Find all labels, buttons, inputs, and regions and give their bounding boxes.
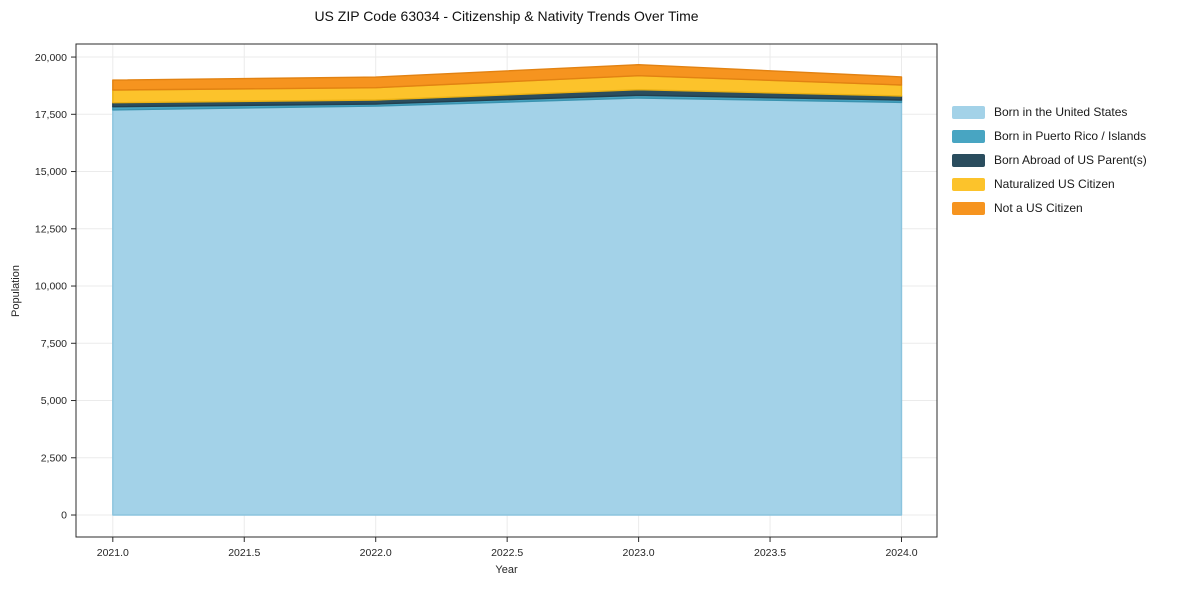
y-tick-label: 5,000: [41, 395, 67, 407]
legend-swatch: [952, 153, 985, 167]
x-tick-label: 2023.5: [754, 547, 786, 559]
legend-item: Born Abroad of US Parent(s): [952, 153, 1147, 167]
y-tick-label: 2,500: [41, 452, 67, 464]
legend-swatch: [952, 177, 985, 191]
legend: Born in the United States Born in Puerto …: [952, 105, 1147, 215]
legend-label: Born in the United States: [994, 105, 1128, 119]
y-tick-label: 20,000: [35, 52, 67, 64]
area-band: [112, 64, 903, 91]
legend-item: Not a US Citizen: [952, 201, 1147, 215]
legend-label: Naturalized US Citizen: [994, 177, 1115, 191]
x-tick-label: 2021.0: [97, 547, 129, 559]
chart-title: US ZIP Code 63034 - Citizenship & Nativi…: [314, 8, 699, 24]
y-tick-label: 12,500: [35, 223, 67, 235]
y-tick-label: 7,500: [41, 338, 67, 350]
y-tick-label: 17,500: [35, 109, 67, 121]
x-tick-label: 2021.5: [228, 547, 260, 559]
y-tick-label: 10,000: [35, 281, 67, 293]
x-axis-title: Year: [495, 564, 518, 576]
x-tick-label: 2023.0: [623, 547, 655, 559]
legend-swatch: [952, 129, 985, 143]
x-tick-label: 2024.0: [885, 547, 917, 559]
x-tick-label: 2022.0: [360, 547, 392, 559]
legend-item: Naturalized US Citizen: [952, 177, 1147, 191]
legend-label: Not a US Citizen: [994, 201, 1083, 215]
legend-item: Born in Puerto Rico / Islands: [952, 129, 1147, 143]
y-tick-label: 0: [61, 510, 67, 522]
y-axis-title: Population: [10, 265, 22, 317]
legend-label: Born in Puerto Rico / Islands: [994, 129, 1147, 143]
legend-swatch: [952, 201, 985, 215]
y-tick-label: 15,000: [35, 166, 67, 178]
plot-border: [75, 43, 938, 538]
legend-item: Born in the United States: [952, 105, 1147, 119]
legend-swatch: [952, 105, 985, 119]
x-tick-label: 2022.5: [491, 547, 523, 559]
legend-label: Born Abroad of US Parent(s): [994, 153, 1147, 167]
area-band: [112, 97, 903, 516]
